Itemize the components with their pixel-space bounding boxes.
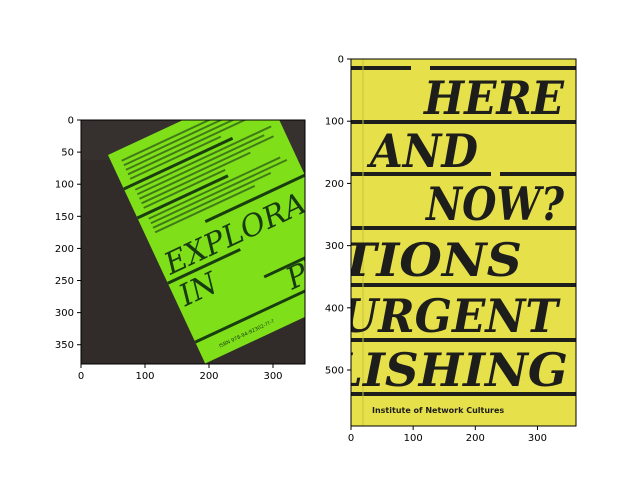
right-x-tick-label: 200	[466, 433, 485, 444]
right-publisher-text: Institute of Network Cultures	[372, 406, 504, 415]
right-y-tick-label: 0	[338, 55, 344, 66]
right-image-panel: HERE AND NOW? TIONS URGENT LISHING Insti…	[325, 55, 577, 445]
right-cover-line-3: NOW?	[424, 177, 565, 231]
right-cover-line-2: AND	[366, 124, 478, 178]
left-image: EXPLORA IN PUB ISBN 978-94-92302-??-?	[81, 120, 305, 364]
right-cover-line-4: TIONS	[340, 233, 522, 287]
left-axis-ticks: 0 100 200 300 0 50 100 150 200 250 300 350	[55, 116, 283, 383]
left-y-tick-label: 100	[55, 180, 74, 191]
right-x-tick-label: 0	[348, 433, 354, 444]
left-y-tick-label: 350	[55, 340, 74, 351]
left-x-tick-label: 0	[78, 371, 84, 382]
right-cover-line-5: URGENT	[340, 289, 562, 343]
left-axes-frame	[80, 119, 306, 365]
right-y-tick-label: 100	[325, 117, 344, 128]
right-y-tick-label: 300	[325, 241, 344, 252]
left-y-tick-label: 0	[68, 116, 74, 127]
right-y-tick-label: 200	[325, 179, 344, 190]
left-y-tick-label: 150	[55, 212, 74, 223]
right-axis-ticks: 0 100 200 300 0 100 200 300 400 500	[325, 55, 547, 445]
right-axes-frame	[350, 58, 577, 427]
right-cover-line-6: LISHING	[328, 343, 568, 397]
right-image: HERE AND NOW? TIONS URGENT LISHING Insti…	[328, 59, 576, 426]
left-x-tick-label: 200	[199, 371, 218, 382]
left-image-panel: EXPLORA IN PUB ISBN 978-94-92302-??-? 0 1…	[55, 116, 306, 383]
right-x-tick-label: 300	[528, 433, 547, 444]
right-y-tick-label: 400	[325, 303, 344, 314]
right-cover-line-1: HERE	[422, 71, 565, 125]
right-y-tick-label: 500	[325, 366, 344, 377]
right-x-tick-label: 100	[404, 433, 423, 444]
left-y-tick-label: 300	[55, 308, 74, 319]
left-y-tick-label: 200	[55, 244, 74, 255]
left-x-tick-label: 300	[263, 371, 282, 382]
left-x-tick-label: 100	[135, 371, 154, 382]
left-y-tick-label: 250	[55, 276, 74, 287]
left-y-tick-label: 50	[61, 148, 74, 159]
